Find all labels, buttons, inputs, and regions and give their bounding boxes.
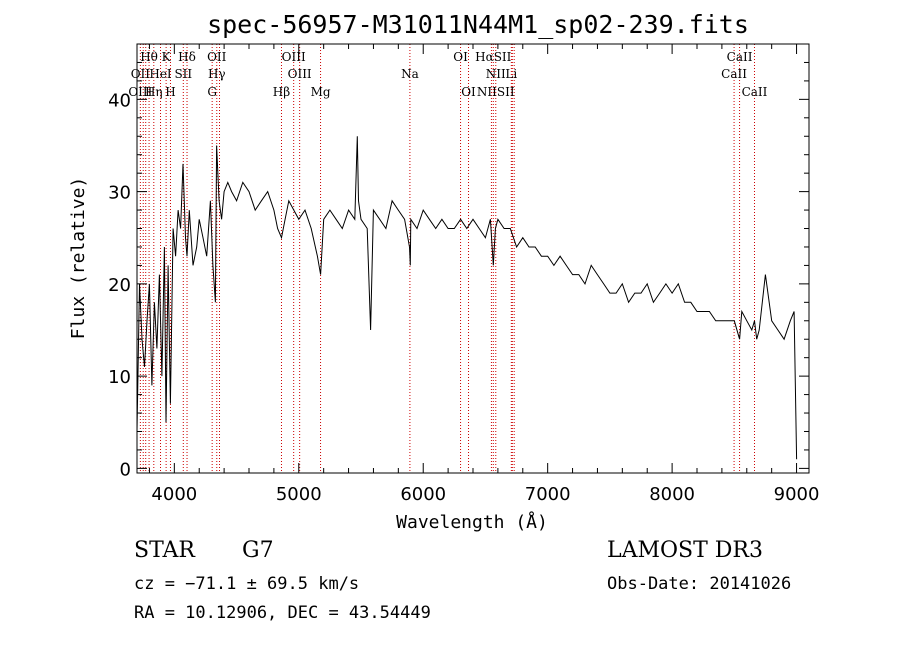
- y-tick-label-2: 20: [108, 275, 131, 296]
- y-axis-label: Flux (relative): [68, 177, 89, 340]
- x-tick-label-2: 6000: [400, 484, 446, 505]
- line-label-lines-row3-1: Hη: [145, 85, 163, 99]
- line-label-lines-row2-0: OII: [131, 67, 151, 81]
- line-label-lines-row2-2: SII: [174, 67, 192, 81]
- line-label-lines-row2-4: OIII: [288, 67, 312, 81]
- x-axis-label: Wavelength (Å): [396, 511, 548, 533]
- line-label-lines-row2-1: HeI: [149, 67, 172, 81]
- y-tick-label-1: 10: [108, 367, 131, 388]
- line-label-lines-row1-3: OII: [207, 50, 227, 64]
- survey-name: LAMOST DR3: [607, 538, 763, 563]
- line-label-lines-row3-3: G: [207, 85, 217, 99]
- coordinates-readout: RA = 10.12906, DEC = 43.54449: [134, 603, 431, 623]
- line-label-lines-row3-4: Hβ: [273, 85, 290, 99]
- line-label-lines-row2-7: Li: [505, 67, 517, 81]
- line-label-lines-row2-3: Hγ: [208, 67, 226, 81]
- line-label-lines-row1-7: CaII: [727, 50, 753, 64]
- x-tick-label-3: 7000: [525, 484, 571, 505]
- spectrum-line: [136, 136, 798, 460]
- line-label-lines-row2-5: Na: [401, 67, 419, 81]
- chart-title: spec-56957-M31011N44M1_sp02-239.fits: [207, 10, 749, 39]
- line-label-lines-row3-6: OI: [461, 85, 476, 99]
- line-label-lines-row1-0: Hθ: [140, 50, 158, 64]
- line-label-lines-row3-2: H: [165, 85, 175, 99]
- line-label-lines-row3-8: CaII: [742, 85, 768, 99]
- line-label-lines-row2-8: CaII: [721, 67, 747, 81]
- line-label-lines-row1-1: K: [162, 50, 172, 64]
- x-tick-label-0: 4000: [151, 484, 197, 505]
- line-label-lines-row3-5: Mg: [311, 85, 331, 99]
- x-tick-label-4: 8000: [649, 484, 695, 505]
- x-tick-label-1: 5000: [276, 484, 322, 505]
- plot-frame: [136, 43, 810, 474]
- spectral-subclass: G7: [242, 538, 274, 563]
- y-axis-ticks: 0 10 20 30 40: [108, 61, 809, 480]
- line-label-lines-row1-5: OI: [453, 50, 468, 64]
- observation-date: Obs-Date: 20141026: [607, 574, 792, 594]
- y-tick-label-3: 30: [108, 183, 131, 204]
- line-label-lines-row2-6: NII: [486, 67, 506, 81]
- line-label-lines-row1-4: OIII: [282, 50, 306, 64]
- y-tick-label-0: 0: [120, 459, 131, 480]
- emission-line-markers: [139, 44, 755, 473]
- line-label-lines-row3-0: OIII: [128, 85, 152, 99]
- line-label-lines-row1-2: Hδ: [178, 50, 196, 64]
- line-label-lines-row3-7: NIISII: [477, 85, 515, 99]
- velocity-readout: cz = −71.1 ± 69.5 km/s: [134, 574, 360, 594]
- y-tick-label-4: 40: [108, 90, 131, 111]
- x-tick-label-5: 9000: [774, 484, 820, 505]
- line-label-lines-row1-6: HαSII: [475, 50, 512, 64]
- x-axis-ticks: 4000 5000 6000 7000 8000 9000: [148, 44, 820, 505]
- object-class: STAR: [134, 538, 195, 563]
